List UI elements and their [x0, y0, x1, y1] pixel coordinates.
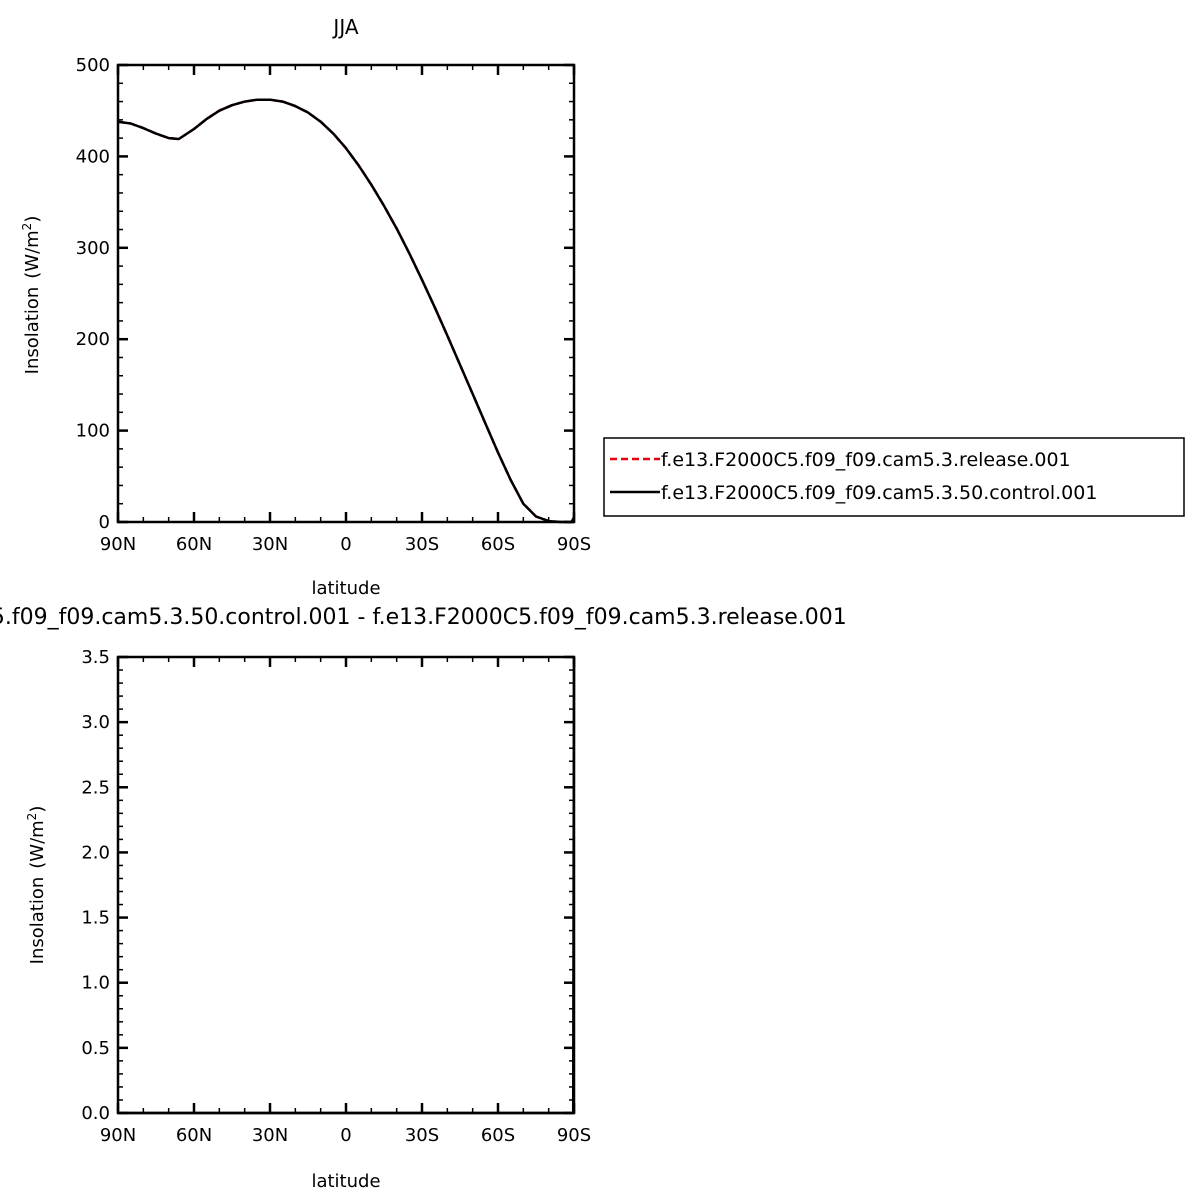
- x-tick-label: 60S: [481, 1125, 515, 1146]
- y-tick-label: 2.5: [81, 777, 110, 798]
- plot-frame: [116, 655, 576, 1115]
- legend: f.e13.F2000C5.f09_f09.cam5.3.release.001…: [603, 437, 1185, 517]
- x-tick-label: 30S: [405, 1125, 439, 1146]
- y-axis-label-text: Insolation: [22, 287, 43, 375]
- y-tick-label: 0.0: [81, 1103, 110, 1124]
- y-tick-label: 3.5: [81, 647, 110, 668]
- y-tick-label: 100: [76, 421, 110, 442]
- series-line-0: [117, 98, 576, 524]
- difference-title: f.e13.F2000C5.f09_f09.cam5.3.50.control.…: [0, 605, 847, 630]
- chart-title: JJA: [331, 15, 358, 39]
- x-tick-label: 0: [340, 1125, 351, 1146]
- y-axis-label-text: Insolation: [27, 877, 48, 965]
- series-line-1: [117, 98, 576, 524]
- y-tick-label: 0: [99, 512, 110, 533]
- legend-box: [603, 437, 1185, 517]
- plot-frame: [116, 63, 576, 524]
- x-tick-label: 60N: [176, 1125, 212, 1146]
- x-axis-label: latitude: [311, 1171, 380, 1192]
- y-axis-unit-exponent: 2: [25, 813, 39, 821]
- y-axis-unit-close: ): [22, 216, 43, 223]
- x-tick-label: 90N: [100, 1125, 136, 1146]
- y-axis-label: Insolation (W/m2): [20, 216, 43, 375]
- y-axis-unit-close: ): [27, 806, 48, 813]
- y-tick-label: 500: [76, 55, 110, 76]
- panel-jja: JJA 90N 60N 30N 0 30S 60S 90S0100200300400500 …: [20, 15, 1185, 599]
- y-tick-label: 400: [76, 146, 110, 167]
- plot-area: 90N 60N 30N 0 30S 60S 90S 0.0 0.5 1.0 1.5 2.0 2.5 3.0…: [81, 647, 591, 1146]
- x-tick-label: 90S: [557, 534, 591, 555]
- legend-label-control: f.e13.F2000C5.f09_f09.cam5.3.50.control.…: [661, 482, 1097, 504]
- x-tick-label: 30N: [252, 1125, 288, 1146]
- x-tick-label: 60S: [481, 534, 515, 555]
- x-tick-label: 30N: [252, 534, 288, 555]
- x-tick-label: 30S: [405, 534, 439, 555]
- x-tick-label: 90N: [100, 534, 136, 555]
- panel-difference: f.e13.F2000C5.f09_f09.cam5.3.50.control.…: [0, 605, 847, 1192]
- y-axis-unit: (W/m: [27, 820, 48, 868]
- y-axis-unit: (W/m: [22, 230, 43, 278]
- x-tick-label: 0: [340, 534, 351, 555]
- y-tick-label: 2.0: [81, 842, 110, 863]
- legend-label-release: f.e13.F2000C5.f09_f09.cam5.3.release.001: [661, 449, 1071, 471]
- y-tick-label: 200: [76, 329, 110, 350]
- y-tick-label: 3.0: [81, 712, 110, 733]
- x-tick-label: 60N: [176, 534, 212, 555]
- y-tick-label: 1.0: [81, 973, 110, 994]
- y-tick-label: 300: [76, 238, 110, 259]
- y-tick-label: 0.5: [81, 1038, 110, 1059]
- y-axis-unit-exponent: 2: [20, 223, 34, 231]
- x-axis-label: latitude: [311, 578, 380, 599]
- x-tick-label: 90S: [557, 1125, 591, 1146]
- series-line-0: [118, 656, 576, 1115]
- y-tick-label: 1.5: [81, 908, 110, 929]
- y-axis-label: Insolation (W/m2): [25, 806, 48, 965]
- plot-area: 90N 60N 30N 0 30S 60S 90S 0 100 200 300 400 500: [76, 55, 592, 555]
